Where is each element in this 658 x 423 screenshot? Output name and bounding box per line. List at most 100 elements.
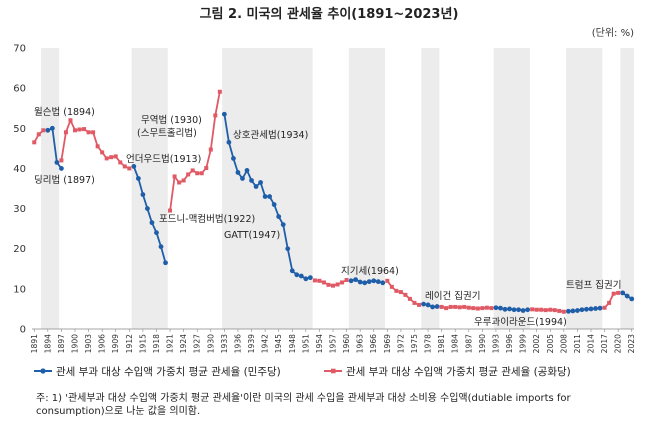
democrat-point [298,273,304,279]
democrat-point [498,305,503,311]
republican-point [471,306,476,311]
x-tick-label: 1957 [329,334,338,353]
legend-label-1: 관세 부과 대상 수입액 가중치 평균 관세율 (공화당) [346,365,571,378]
democrat-point [294,272,300,278]
republican-point [398,290,403,295]
republican-point [484,305,489,310]
democrat-point [502,306,508,312]
democrat-point [493,305,499,311]
annotation-7: GATT(1947) [224,230,280,241]
republican-point [77,127,82,132]
republican-point [181,178,186,183]
x-tick-label: 1894 [43,334,52,353]
annotation-11: 우루과이라운드(1994) [474,317,567,328]
annotation-5: 상호관세법(1934) [233,130,308,141]
annotations: 윌슨법 (1894) 딩리법 (1897) 언더우드법(1913) 무역법 (1930… [34,107,621,328]
x-tick-label: 2023 [627,334,636,353]
democrat-band-1 [131,48,168,329]
x-tick-label: 2008 [559,334,568,353]
democrat-point [59,166,64,171]
x-tick-label: 1918 [152,334,161,353]
republican-point [439,304,444,309]
democrat-point [54,160,60,165]
x-tick-label: 1948 [288,334,297,353]
x-tick-label: 1897 [57,334,66,353]
democrat-point [525,307,531,313]
republican-point [100,150,105,155]
republican-point [104,156,109,161]
x-tick-label: 1936 [233,334,242,353]
republican-point [543,308,548,313]
republican-point [82,127,87,132]
democrat-point [629,296,635,302]
democrat-point [520,308,526,313]
republican-point [466,305,471,310]
x-tick-label: 1945 [274,334,283,353]
democrat-point [235,170,241,175]
footnote: 주: 1) '관세부과 대상 수입액 가중치 평균 관세율'이란 미국의 관세 … [36,393,571,417]
democrat-point [271,202,277,207]
x-tick-label: 1891 [30,334,39,353]
democrat-point [158,244,164,250]
series-1-segment-1 [60,117,130,170]
democrat-point [430,304,435,310]
republican-point [385,278,390,283]
y-axis: 0 10 20 30 40 50 60 70 [13,44,634,336]
democrat-point [135,176,141,181]
x-tick-label: 1984 [451,334,460,353]
democrat-point [371,278,377,284]
x-tick-label: 1900 [71,334,80,353]
x-tick-label: 1921 [166,334,175,353]
republican-point [213,113,218,118]
democrat-point [570,308,576,314]
democrat-point [226,139,232,145]
x-tick-label: 1999 [519,334,528,353]
republican-point [326,282,331,287]
x-tick-label: 1987 [464,334,473,353]
democrat-point [131,164,137,169]
republican-point [611,291,616,296]
republican-point [403,292,408,297]
democrat-point [262,194,268,199]
y-tick-label: 20 [13,244,26,255]
republican-point [41,128,46,133]
legend-marker-republican [331,368,336,374]
republican-point [172,174,177,179]
democrat-point [366,279,372,285]
republican-point [122,164,127,169]
republican-point [548,307,553,312]
democrat-point [380,280,386,286]
democrat-point [149,220,155,226]
x-tick-label: 2011 [573,334,582,353]
democrat-point [375,279,381,285]
democrat-point [240,176,245,181]
republican-point [195,171,200,176]
x-tick-label: 1966 [369,334,378,353]
x-tick-label: 1993 [491,334,500,353]
democrat-point [516,307,521,313]
series-0-segment-1 [132,166,167,264]
legend: 관세 부과 대상 수입액 가중치 평균 관세율 (민주당) 관세 부과 대상 수입… [34,365,571,378]
democrat-band-5 [493,48,530,329]
democrat-point [357,279,363,285]
republican-point [561,309,566,314]
democrat-point [154,230,159,236]
democrat-point [244,168,250,173]
annotation-0: 윌슨법 (1894) [34,107,95,118]
republican-point [344,278,349,283]
democrat-point [49,125,55,131]
x-tick-label: 1951 [301,334,310,353]
democrat-point [565,308,571,314]
republican-point [321,280,326,285]
democrat-point [575,308,580,313]
republican-point [475,306,480,311]
x-tick-label: 1942 [261,334,270,353]
democrat-point [253,184,259,189]
republican-point [417,302,421,307]
x-axis: 1891 1894 1897 1900 1903 1906 1909 1912 1915 1918… [30,329,636,353]
democrat-point [421,301,426,307]
republican-point [457,305,462,310]
republican-point [127,166,132,171]
republican-point [480,306,485,311]
annotation-3: 무역법 (1930) [141,115,202,126]
